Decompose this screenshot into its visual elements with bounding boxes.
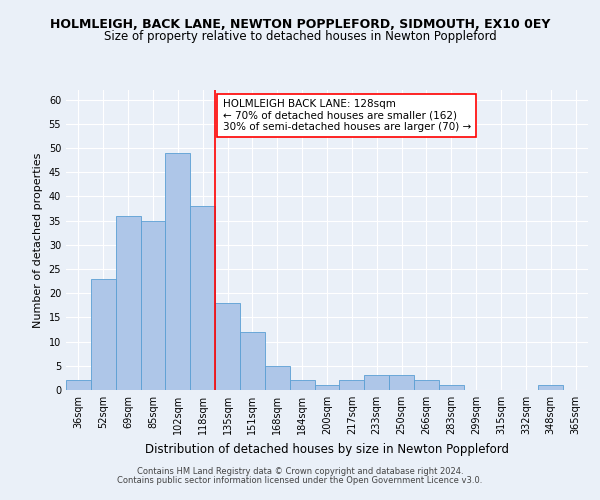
Text: Contains HM Land Registry data © Crown copyright and database right 2024.: Contains HM Land Registry data © Crown c… xyxy=(137,467,463,476)
Bar xyxy=(66,380,91,390)
Y-axis label: Number of detached properties: Number of detached properties xyxy=(33,152,43,328)
Bar xyxy=(116,216,140,390)
Bar xyxy=(439,385,464,390)
Bar xyxy=(290,380,314,390)
Bar xyxy=(314,385,340,390)
Bar xyxy=(91,278,116,390)
Bar xyxy=(538,385,563,390)
Bar xyxy=(190,206,215,390)
Bar xyxy=(414,380,439,390)
Bar xyxy=(166,153,190,390)
Bar xyxy=(364,376,389,390)
Bar xyxy=(340,380,364,390)
Bar xyxy=(389,376,414,390)
Text: Contains public sector information licensed under the Open Government Licence v3: Contains public sector information licen… xyxy=(118,476,482,485)
Bar xyxy=(215,303,240,390)
X-axis label: Distribution of detached houses by size in Newton Poppleford: Distribution of detached houses by size … xyxy=(145,442,509,456)
Bar xyxy=(240,332,265,390)
Text: HOLMLEIGH BACK LANE: 128sqm
← 70% of detached houses are smaller (162)
30% of se: HOLMLEIGH BACK LANE: 128sqm ← 70% of det… xyxy=(223,99,471,132)
Bar xyxy=(140,220,166,390)
Text: Size of property relative to detached houses in Newton Poppleford: Size of property relative to detached ho… xyxy=(104,30,496,43)
Bar xyxy=(265,366,290,390)
Text: HOLMLEIGH, BACK LANE, NEWTON POPPLEFORD, SIDMOUTH, EX10 0EY: HOLMLEIGH, BACK LANE, NEWTON POPPLEFORD,… xyxy=(50,18,550,30)
